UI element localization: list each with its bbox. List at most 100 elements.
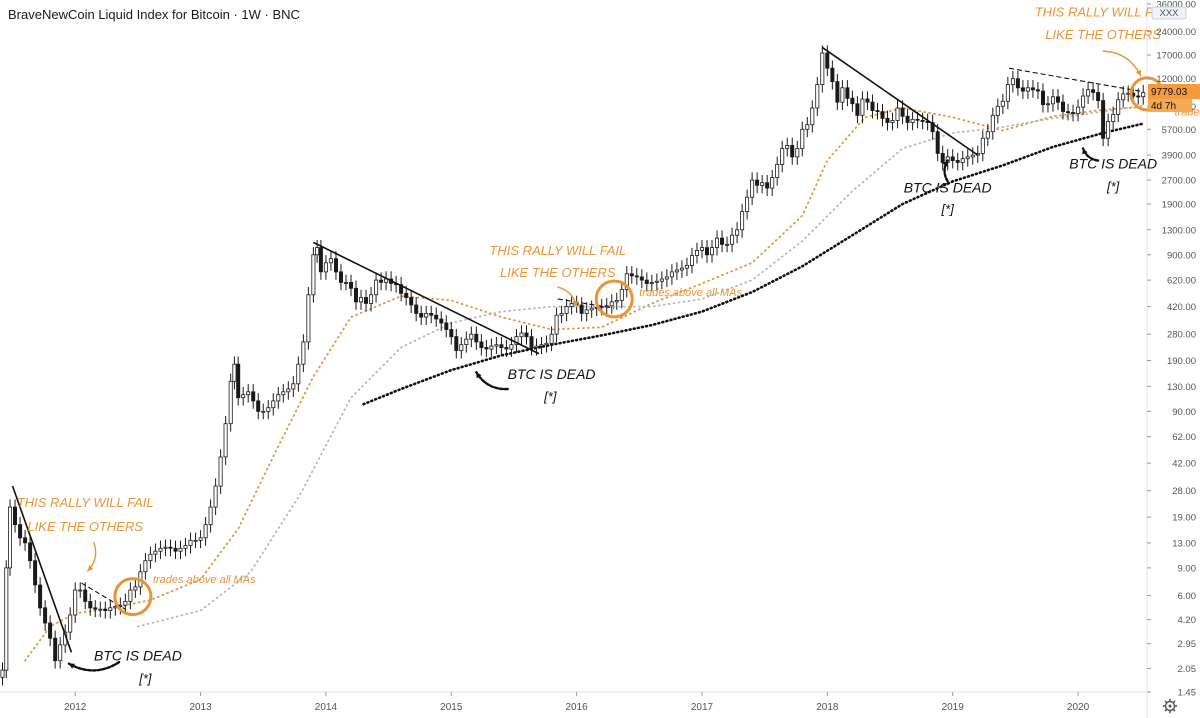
candle [1071,104,1076,122]
candle [720,230,725,253]
candle [399,276,404,302]
candle-body [690,255,695,266]
annotation-arrow [942,159,949,183]
candle [1091,82,1096,101]
candle-body [805,124,810,130]
candle [88,593,93,616]
candle [158,540,163,560]
candle-body [489,345,494,350]
candle-body [810,107,815,126]
candle [1076,99,1081,122]
candle-body [108,607,113,611]
candle-body [624,273,629,290]
candle-body [1091,89,1096,93]
candle-body [315,247,320,256]
candle-body [900,107,905,117]
ma-line-2 [24,106,1145,662]
candle [1121,86,1126,108]
candle [870,94,875,119]
candle [1051,89,1056,112]
candle-body [915,118,920,121]
y-tick-label: 420.00 [1167,302,1196,313]
candle [419,305,424,326]
candle-body [469,333,474,340]
settings-gear-icon[interactable] [1163,699,1177,713]
candle-body [840,87,845,103]
candle-body [333,258,338,273]
candle-body [584,309,589,314]
candle-body [439,318,444,324]
candle-body [725,243,730,246]
candle [1056,89,1061,111]
candle-body [241,394,246,399]
candle [654,273,659,291]
candle-body [1056,96,1061,103]
candle [1111,106,1116,130]
price-axis[interactable]: 36000.0024000.0017000.0012000.008000.005… [1147,0,1196,699]
annotation-text: trades above all MAs [153,574,256,586]
currency-badge[interactable] [1151,6,1187,20]
y-tick-label: 24000.00 [1156,27,1196,38]
candle-body [740,211,745,231]
annotation-arrow [475,371,509,391]
x-tick-label: 2020 [1067,702,1090,713]
annotation-arrow [1081,147,1100,162]
candle [208,499,213,533]
annotations: THIS RALLY WILL FAIL LIKE THE OTHERS trade… [17,4,1200,686]
candle [860,91,865,124]
candle-body [143,560,148,573]
highlight-circle-2 [594,279,634,319]
candle-body [459,344,464,352]
candle [985,124,990,147]
y-tick-label: 62.00 [1172,432,1196,443]
candle [311,247,316,303]
candle [246,384,251,403]
candle-body [970,154,975,158]
candle [328,250,333,271]
candle [634,268,639,285]
candle-body [755,179,760,186]
candle-body [123,601,128,606]
candle-body [965,156,970,160]
candle [760,174,765,194]
candle-body [940,152,945,163]
candle-body [479,341,484,348]
annotation-text: LIKE THE OTHERS [500,265,616,280]
candle-body [434,314,439,320]
candle [439,311,444,331]
candle [78,582,83,598]
candle [133,579,138,598]
candle [855,96,860,124]
annotation-text: [*] [543,389,557,404]
candle [765,174,770,197]
candle [429,305,434,324]
candle-body [890,120,895,123]
candle [584,302,589,322]
candle [281,384,286,403]
candle-body [865,98,870,103]
candle [795,140,800,165]
x-tick-label: 2013 [189,702,212,713]
candle-body [629,273,634,277]
candle-body [1051,96,1056,105]
arrow-head [1135,69,1142,76]
candle-body [524,332,529,338]
candle-body [228,380,233,425]
candle-body [644,279,649,284]
x-tick-label: 2017 [691,702,714,713]
time-axis[interactable]: 2012 2013 2014 2015 2016 2017 2018 2019 2020 [64,692,1090,713]
candle [353,280,358,310]
candle [514,328,519,353]
candle [291,376,296,397]
candle [203,516,208,546]
candle [850,90,855,112]
candle-body [223,423,228,458]
x-tick-label: 2012 [64,702,87,713]
candle-body [950,156,955,161]
candle-body [995,105,1000,116]
candle-body [1076,106,1081,114]
y-tick-label: 5700.00 [1162,125,1196,136]
candle-body [296,363,301,385]
candle [1005,76,1010,110]
candle [464,331,469,353]
